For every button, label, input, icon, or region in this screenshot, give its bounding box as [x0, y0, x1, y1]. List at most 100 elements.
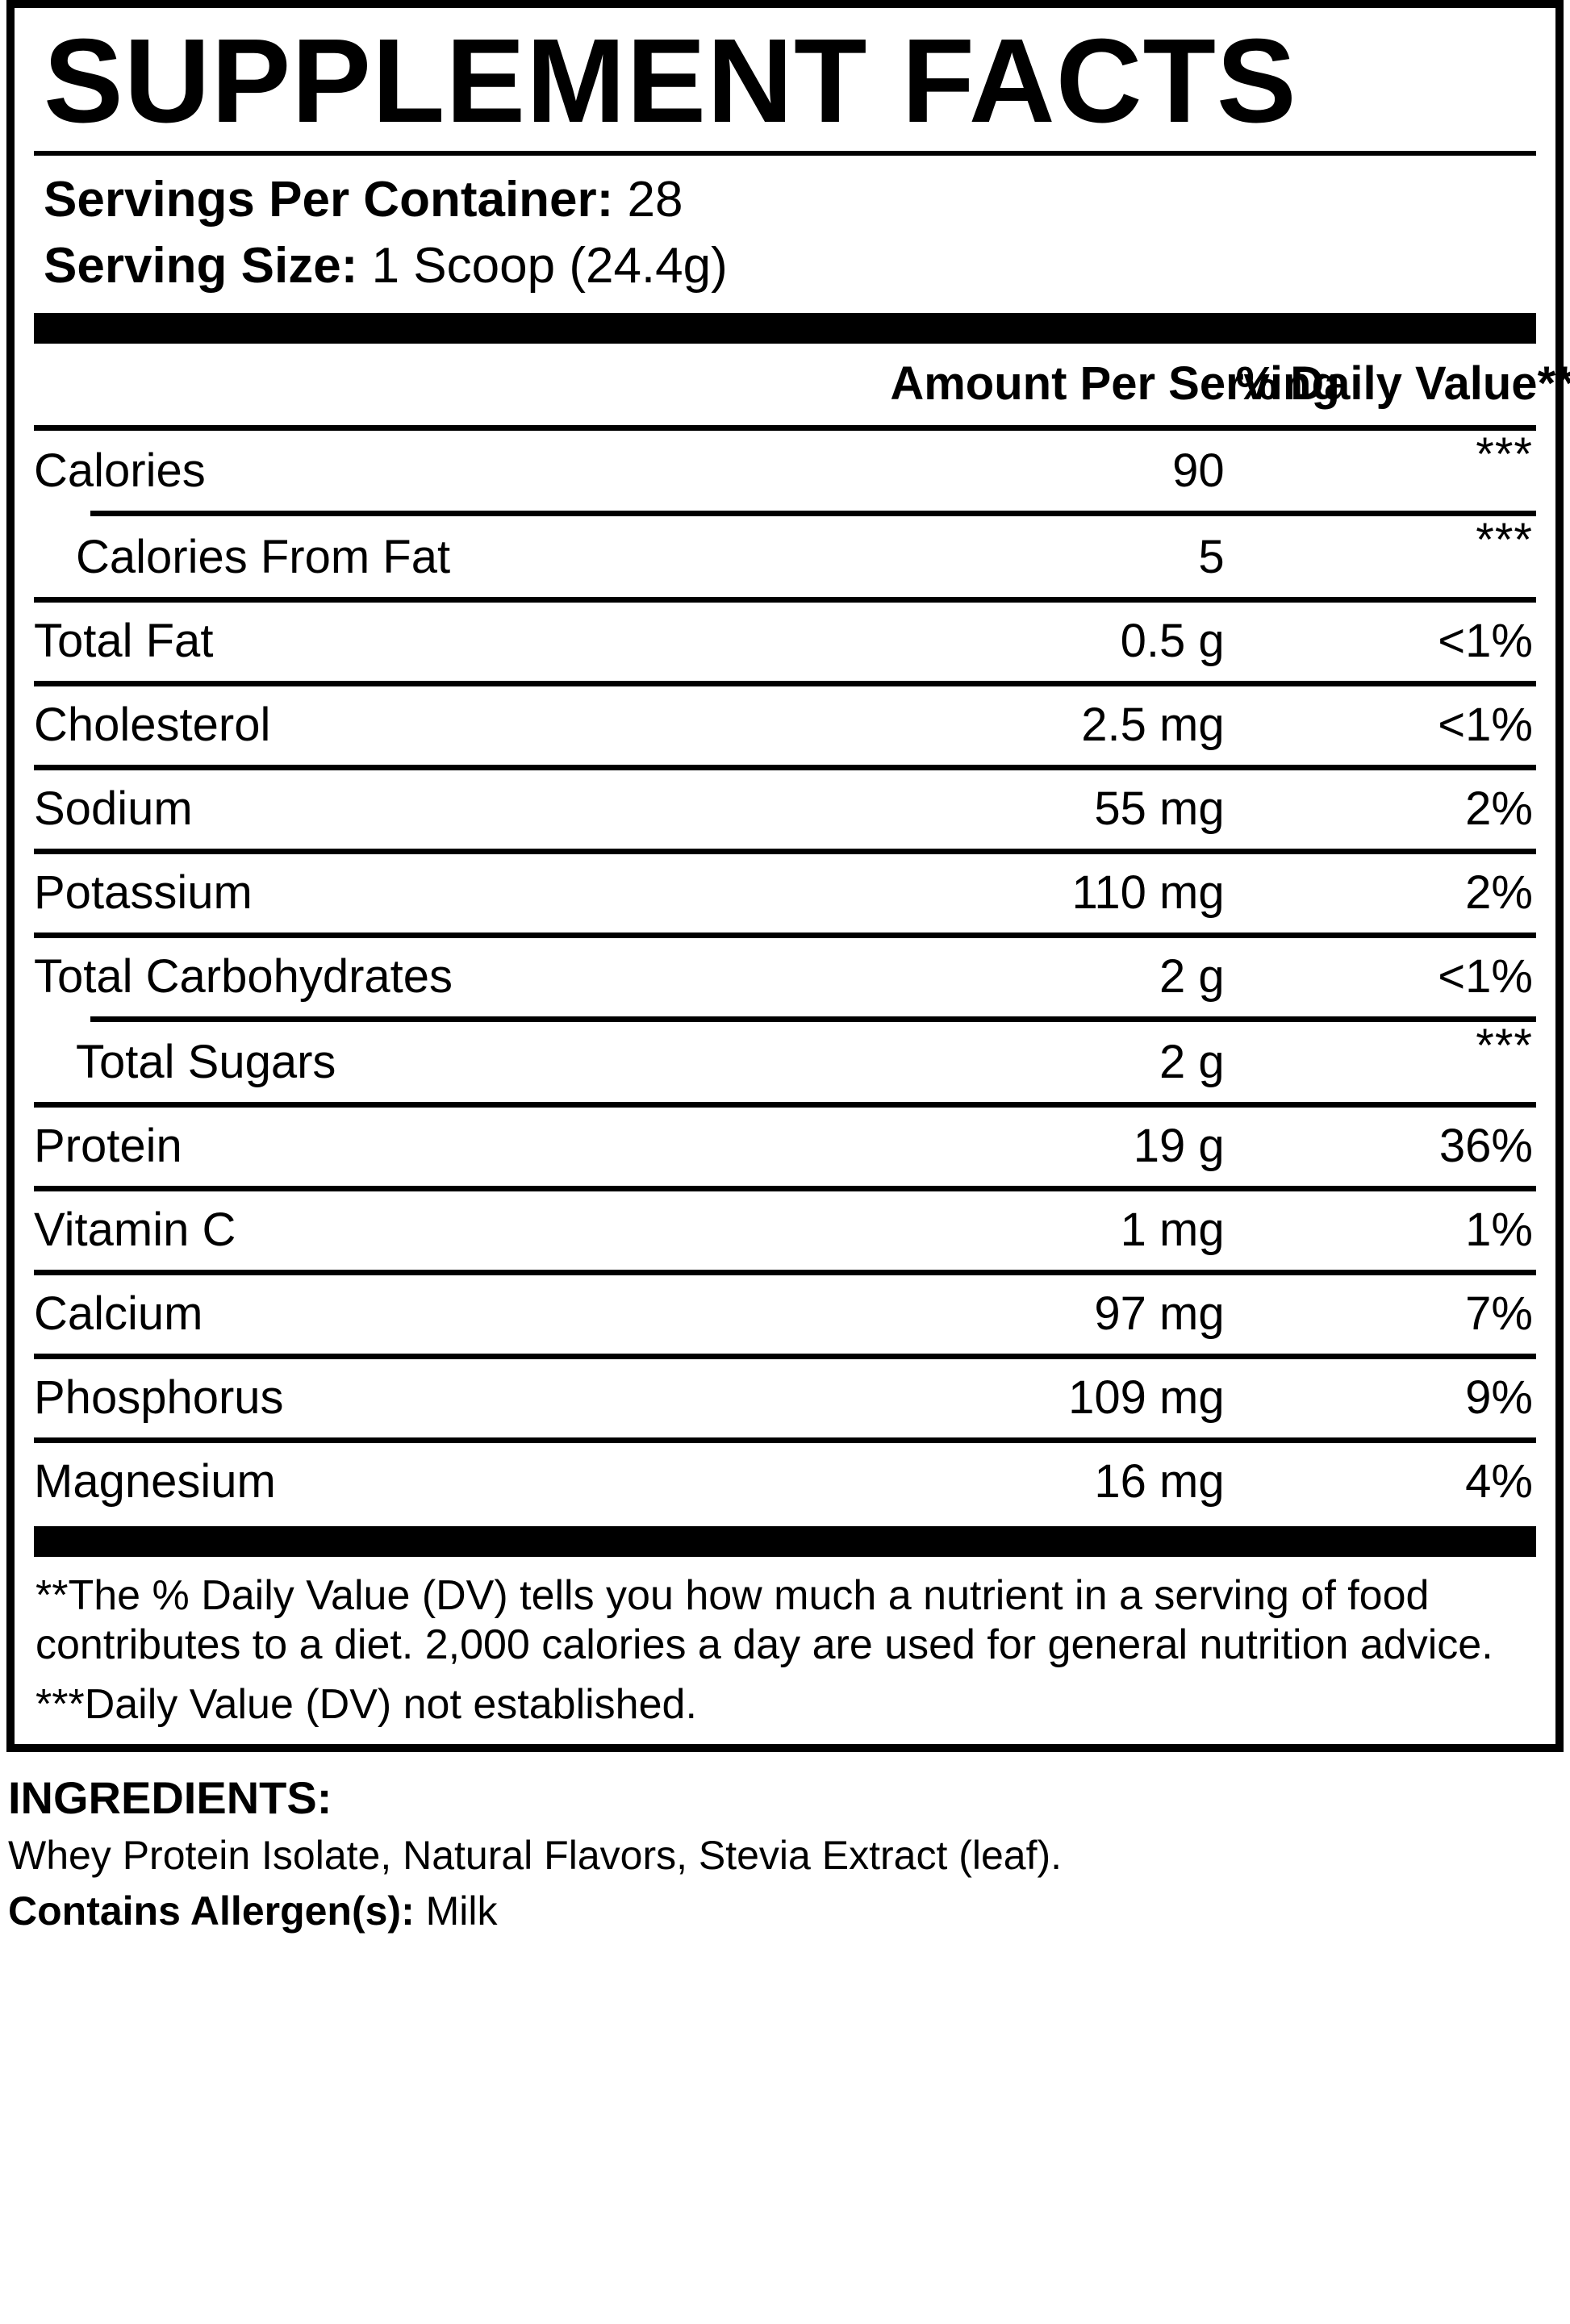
allergen-label: Contains Allergen(s): [8, 1888, 415, 1934]
nutrient-name: Calories [34, 444, 206, 498]
nutrient-daily-value: 2% [1465, 782, 1533, 835]
table-row: Calories 90 *** [34, 431, 1536, 511]
row-divider [34, 848, 1536, 854]
nutrition-table: Amount Per Serving % Daily Value** Calor… [34, 344, 1570, 1521]
nutrient-name: Calcium [34, 1287, 203, 1340]
serving-size-value: 1 Scoop (24.4g) [371, 238, 728, 294]
supplement-facts-panel: SUPPLEMENT FACTS Servings Per Container:… [6, 0, 1570, 1752]
column-header-nutrient [34, 344, 890, 425]
table-row: Vitamin C 1 mg 1% [34, 1191, 1536, 1270]
nutrient-name: Protein [34, 1119, 182, 1172]
servings-per-container-value: 28 [627, 171, 683, 227]
divider-line [90, 511, 1536, 517]
column-header-amount-per-serving: Amount Per Serving [890, 357, 1340, 410]
divider-line [34, 1353, 1536, 1359]
allergen-value: Milk [425, 1888, 498, 1934]
nutrient-amount: 16 mg [1094, 1454, 1225, 1508]
ingredients-heading: INGREDIENTS: [8, 1771, 332, 1823]
table-row: Cholesterol 2.5 mg <1% [34, 686, 1536, 765]
nutrient-daily-value: <1% [1438, 949, 1533, 1003]
nutrient-amount: 5 [1198, 530, 1225, 583]
page-title: SUPPLEMENT FACTS [44, 15, 1297, 148]
nutrient-amount: 2 g [1159, 949, 1225, 1003]
nutrient-daily-value: 9% [1465, 1371, 1533, 1424]
divider-line [34, 680, 1536, 686]
nutrient-amount: 1 mg [1120, 1203, 1225, 1256]
table-row: Total Fat 0.5 g <1% [34, 603, 1536, 681]
daily-value-not-established-marker: *** [1476, 428, 1533, 481]
footnote-dv-not-established: ***Daily Value (DV) not established. [35, 1680, 697, 1728]
divider-line [34, 1269, 1536, 1275]
row-divider [34, 1185, 1536, 1191]
nutrient-amount: 55 mg [1094, 782, 1225, 835]
daily-value-not-established-marker: *** [1476, 514, 1533, 567]
nutrient-daily-value: 7% [1465, 1287, 1533, 1340]
daily-value-not-established-marker: *** [1476, 1019, 1533, 1072]
row-divider [34, 1437, 1536, 1443]
divider-line [34, 1437, 1536, 1443]
column-header-daily-value: % Daily Value** [1235, 357, 1570, 410]
nutrient-name: Total Fat [34, 614, 214, 667]
table-row: Potassium 110 mg 2% [34, 854, 1536, 933]
nutrient-daily-value: <1% [1438, 614, 1533, 667]
table-row: Protein 19 g 36% [34, 1108, 1536, 1186]
table-row: Calcium 97 mg 7% [34, 1275, 1536, 1354]
title-divider [34, 150, 1536, 156]
table-row: Magnesium 16 mg 4% [34, 1443, 1536, 1521]
divider-line [34, 848, 1536, 854]
row-divider [34, 1016, 1536, 1022]
nutrient-name: Cholesterol [34, 698, 271, 751]
row-divider [34, 596, 1536, 603]
nutrient-daily-value: <1% [1438, 698, 1533, 751]
row-divider [34, 932, 1536, 938]
row-divider [34, 764, 1536, 770]
nutrient-daily-value: *** [1236, 431, 1536, 511]
nutrient-daily-value: 36% [1438, 1119, 1533, 1172]
nutrition-table-body: Calories 90 *** Calories From Fat 5 *** Total … [34, 431, 1536, 1521]
divider-line [34, 932, 1536, 938]
row-divider [34, 680, 1536, 686]
serving-size-line: Serving Size: 1 Scoop (24.4g) [44, 233, 1536, 299]
ingredients-block: INGREDIENTS: Whey Protein Isolate, Natur… [6, 1752, 1564, 1935]
footnotes-block: **The % Daily Value (DV) tells you how m… [34, 1557, 1536, 1733]
nutrient-name: Potassium [34, 866, 253, 919]
divider-line [34, 1185, 1536, 1191]
nutrient-daily-value: 4% [1465, 1454, 1533, 1508]
servings-per-container-line: Servings Per Container: 28 [44, 167, 1536, 233]
header-underline-row [34, 424, 1536, 431]
nutrient-daily-value: *** [1236, 1022, 1536, 1102]
nutrient-name: Total Sugars [76, 1035, 336, 1088]
nutrient-daily-value: 2% [1465, 866, 1533, 919]
nutrient-amount: 97 mg [1094, 1287, 1225, 1340]
nutrient-name: Magnesium [34, 1454, 276, 1508]
table-row: Total Sugars 2 g *** [34, 1022, 1536, 1102]
nutrient-amount: 19 g [1133, 1119, 1225, 1172]
row-divider [34, 511, 1536, 517]
row-divider [34, 1269, 1536, 1275]
row-divider [34, 1101, 1536, 1108]
nutrient-amount: 2 g [1159, 1035, 1225, 1088]
nutrient-amount: 2.5 mg [1081, 698, 1225, 751]
nutrient-amount: 0.5 g [1120, 614, 1225, 667]
nutrient-amount: 110 mg [1071, 866, 1225, 919]
divider-line [34, 596, 1536, 603]
divider-line [34, 764, 1536, 770]
ingredients-list: Whey Protein Isolate, Natural Flavors, S… [8, 1832, 1063, 1878]
heavy-bar-bottom [34, 1525, 1536, 1557]
nutrient-name: Sodium [34, 782, 193, 835]
nutrient-daily-value: *** [1236, 516, 1536, 596]
nutrient-name: Vitamin C [34, 1203, 236, 1256]
allergen-line: Contains Allergen(s): Milk [8, 1888, 1562, 1935]
header-underline [34, 424, 1536, 431]
nutrient-amount: 109 mg [1068, 1371, 1225, 1424]
servings-block: Servings Per Container: 28 Serving Size:… [34, 156, 1536, 308]
table-header-row: Amount Per Serving % Daily Value** [34, 344, 1570, 425]
nutrient-daily-value: 1% [1465, 1203, 1533, 1256]
nutrient-name: Total Carbohydrates [34, 949, 453, 1003]
serving-size-label: Serving Size: [44, 238, 358, 294]
nutrient-name: Calories From Fat [76, 530, 451, 583]
table-row: Calories From Fat 5 *** [34, 516, 1536, 596]
nutrient-name: Phosphorus [34, 1371, 284, 1424]
row-divider [34, 1353, 1536, 1359]
